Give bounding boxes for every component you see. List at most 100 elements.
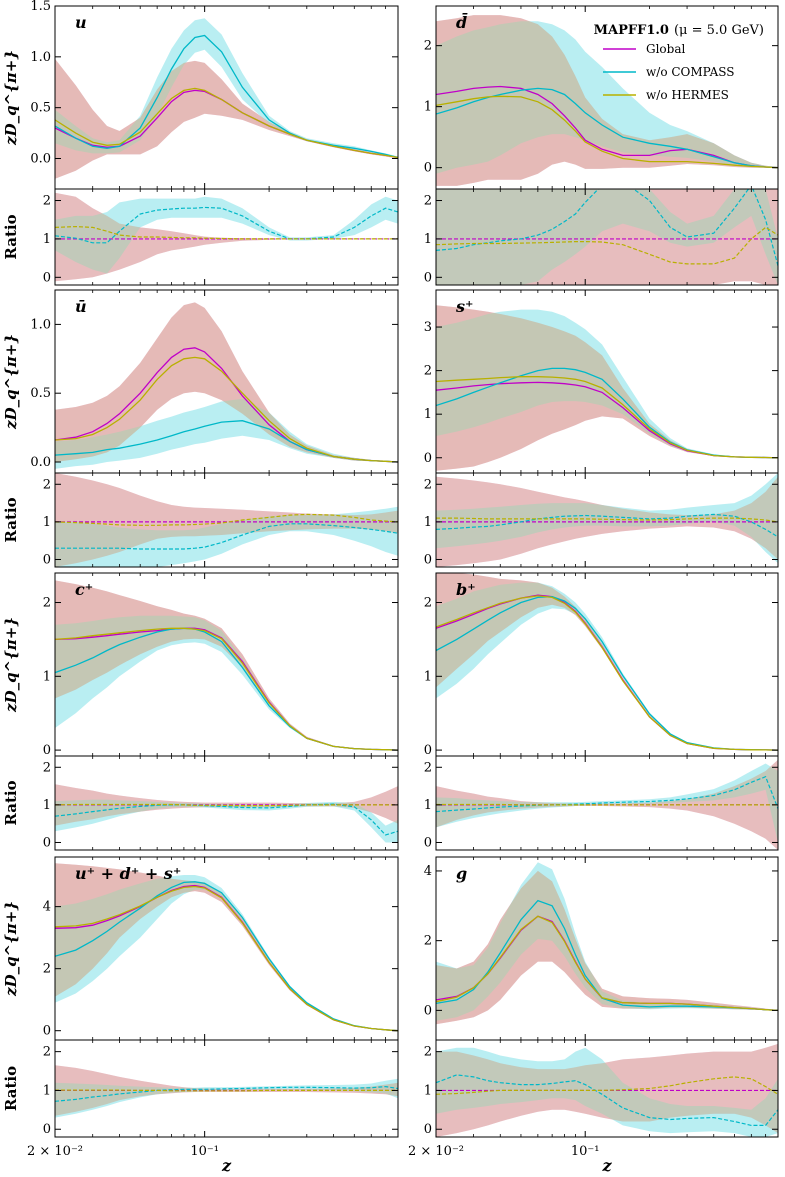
panel-u: 0.0 0.5 1.0 1.5 0 1 2 u zD_q^{π+} Ratio <box>2 0 399 286</box>
line-wo-hermes-dbar <box>436 95 778 169</box>
ratio-ytick-label-bplus: 0 <box>424 835 432 850</box>
ytick-label-cplus: 1 <box>43 669 51 684</box>
band-wo-hermes-ubar <box>55 302 398 462</box>
ytick-label-splus: 3 <box>424 320 432 335</box>
panel-label-bplus: b⁺ <box>456 580 476 599</box>
xlabel-light-sum: z <box>221 1156 232 1175</box>
line-wo-hermes-cplus <box>55 627 398 751</box>
ratio-band-wo-hermes-u <box>55 192 398 282</box>
ratio-line-wo-compass-light-sum <box>55 1085 398 1102</box>
ratio-ytick-label-u: 1 <box>43 232 51 247</box>
ratio-line-wo-hermes-u <box>55 225 398 240</box>
ytick-label-u: 1.5 <box>30 0 51 14</box>
ytick-label-dbar: 1 <box>424 100 432 115</box>
ratio-ytick-label-bplus: 1 <box>424 798 432 813</box>
ytick-label-splus: 1 <box>424 407 432 422</box>
ratio-ytick-label-splus: 1 <box>424 515 432 530</box>
panel-splus-ratio <box>436 473 778 567</box>
frame-ratio-bplus <box>435 755 779 851</box>
ratio-ytick-label-dbar: 1 <box>424 232 432 247</box>
ratio-ytick-label-dbar: 2 <box>424 194 432 209</box>
band-wo-hermes-g <box>436 870 778 1025</box>
ratio-ytick-label-u: 0 <box>43 270 51 285</box>
ytick-label-u: 0.0 <box>30 152 51 167</box>
ytick-label-bplus: 1 <box>424 669 432 684</box>
ratio-ytick-label-ubar: 0 <box>43 552 51 567</box>
ratio-label-ubar: Ratio <box>2 497 20 542</box>
ytick-label-g: 4 <box>424 864 432 879</box>
ratio-label-cplus: Ratio <box>2 780 20 825</box>
ratio-ytick-label-light-sum: 0 <box>43 1122 51 1137</box>
panel-splus-main <box>436 305 778 471</box>
panel-g: 0 2 4 0 1 2 g 2 × 10⁻² 10⁻¹z <box>408 856 779 1175</box>
band-global-ubar <box>55 302 398 462</box>
legend: MAPFF1.0 (μ = 5.0 GeV) Global w/o COMPASS… <box>594 23 764 102</box>
ytick-label-splus: 0 <box>424 451 432 466</box>
ytick-label-u: 1.0 <box>30 50 51 65</box>
band-global-u <box>55 58 398 179</box>
ratio-ytick-label-splus: 2 <box>424 477 432 492</box>
band-wo-hermes-u <box>55 58 398 179</box>
band-wo-compass-u <box>55 18 398 159</box>
legend-title-main: MAPFF1.0 <box>594 23 669 38</box>
ratio-label-u: Ratio <box>2 214 20 259</box>
ratio-ytick-label-light-sum: 2 <box>43 1045 51 1060</box>
band-wo-hermes-light-sum <box>55 863 398 1031</box>
legend-label-wo-hermes: w/o HERMES <box>646 88 729 102</box>
frame-ratio-cplus <box>54 755 399 851</box>
ratio-line-wo-hermes-light-sum <box>55 1089 398 1092</box>
panel-light-sum-ratio <box>55 1065 398 1118</box>
panel-dbar-main <box>436 15 778 186</box>
panel-label-u: u <box>75 13 87 32</box>
band-wo-hermes-splus <box>436 305 778 471</box>
line-wo-hermes-g <box>436 915 778 1012</box>
ytick-label-light-sum: 0 <box>43 1024 51 1039</box>
ytick-label-dbar: 2 <box>424 39 432 54</box>
panel-label-cplus: c⁺ <box>75 580 93 599</box>
ytick-label-bplus: 2 <box>424 596 432 611</box>
ratio-ytick-label-g: 0 <box>424 1122 432 1137</box>
ratio-line-wo-hermes-splus <box>436 517 778 523</box>
frame-ratio-light-sum <box>54 1039 399 1138</box>
ylabel-u: zD_q^{π+} <box>2 50 20 146</box>
ytick-label-light-sum: 2 <box>43 962 51 977</box>
panel-u-ratio <box>55 192 398 282</box>
ratio-ytick-label-g: 2 <box>424 1045 432 1060</box>
line-wo-hermes-ubar <box>55 356 398 463</box>
ratio-line-wo-hermes-dbar <box>436 226 778 265</box>
frame-ratio-ubar <box>54 472 399 568</box>
panel-bplus-main <box>436 573 778 751</box>
panel-u-main <box>55 18 398 179</box>
panel-splus: 0 1 2 3 0 1 2 s⁺ <box>424 289 779 568</box>
legend-label-wo-compass: w/o COMPASS <box>646 65 735 79</box>
panel-g-ratio <box>436 1043 778 1137</box>
xtick-label-g: 10⁻¹ <box>571 1144 600 1159</box>
line-wo-compass-u <box>55 34 398 159</box>
ytick-label-ubar: 0.0 <box>30 455 51 470</box>
ytick-label-cplus: 2 <box>43 596 51 611</box>
panel-ubar: 0.0 0.5 1.0 0 1 2 ū zD_q^{π+} Ratio <box>2 289 399 568</box>
ratio-band-wo-compass-u <box>55 196 398 274</box>
panel-dbar-ratio <box>436 189 778 285</box>
ratio-band-wo-compass-dbar <box>436 189 778 285</box>
ratio-ytick-label-cplus: 2 <box>43 760 51 775</box>
panel-label-light-sum: u⁺ + d⁺ + s⁺ <box>75 864 181 883</box>
ratio-label-light-sum: Ratio <box>2 1066 20 1111</box>
band-wo-compass-cplus <box>55 615 398 751</box>
ratio-line-wo-hermes-g <box>436 1076 778 1095</box>
ytick-label-splus: 2 <box>424 364 432 379</box>
ratio-ytick-label-splus: 0 <box>424 552 432 567</box>
line-wo-hermes-splus <box>436 376 778 459</box>
band-wo-hermes-dbar <box>436 15 778 186</box>
ratio-line-wo-compass-splus <box>436 513 778 538</box>
panel-bplus: 0 1 2 0 1 2 b⁺ <box>424 572 779 851</box>
ratio-line-wo-compass-u <box>55 206 398 244</box>
ratio-band-wo-compass-light-sum <box>55 1078 398 1118</box>
line-wo-hermes-u <box>55 87 398 159</box>
ratio-ytick-label-cplus: 1 <box>43 798 51 813</box>
panel-cplus: 0 1 2 0 1 2 c⁺ zD_q^{π+} Ratio <box>2 572 399 851</box>
ratio-band-global-u <box>55 192 398 282</box>
ratio-band-wo-compass-cplus <box>55 799 398 843</box>
panel-ubar-ratio <box>55 473 398 567</box>
